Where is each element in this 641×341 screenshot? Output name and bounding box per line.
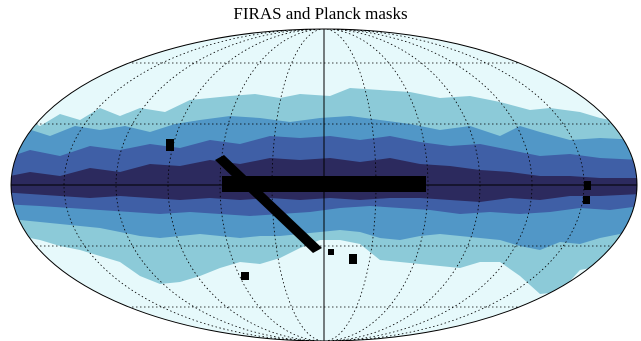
map-title: FIRAS and Planck masks bbox=[233, 4, 408, 23]
source-4 bbox=[328, 249, 334, 255]
map-outline bbox=[10, 28, 638, 341]
diagonal-strip bbox=[215, 155, 322, 253]
source-5 bbox=[349, 254, 357, 264]
source-1 bbox=[166, 139, 174, 151]
source-6 bbox=[241, 272, 249, 280]
source-3 bbox=[583, 196, 590, 204]
axes bbox=[11, 29, 637, 341]
